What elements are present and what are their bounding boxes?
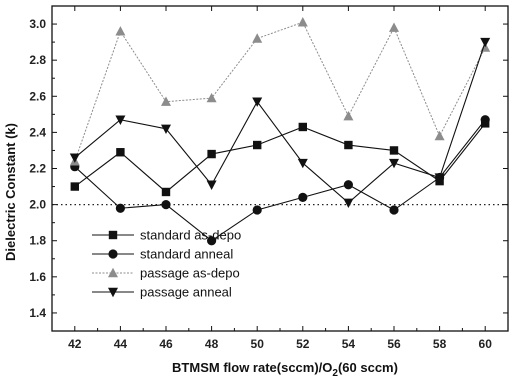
data-point (389, 205, 399, 215)
series-3 (69, 37, 491, 209)
data-point (161, 200, 171, 210)
data-point (115, 26, 126, 36)
legend-label: standard anneal (140, 247, 233, 262)
data-point (298, 192, 308, 202)
x-tick-label: 44 (114, 337, 128, 351)
legend-entry: standard anneal (92, 247, 233, 262)
data-point (389, 158, 399, 169)
data-point (343, 198, 354, 209)
data-point (206, 92, 217, 103)
data-point (252, 33, 263, 43)
x-tick-label: 54 (342, 337, 356, 351)
series-line (74, 123, 486, 193)
y-axis-title: Dielectric Constant (k) (3, 123, 18, 261)
legend-entry: passage anneal (92, 285, 232, 300)
data-point (344, 140, 353, 150)
series-2 (69, 17, 491, 166)
data-point (297, 158, 308, 169)
y-tick-label: 2.8 (29, 53, 46, 67)
y-tick-label: 2.4 (29, 125, 46, 139)
y-tick-label: 1.4 (29, 306, 46, 320)
data-point (389, 146, 399, 155)
y-tick-label: 3.0 (29, 17, 46, 31)
x-tick-label: 58 (433, 337, 447, 351)
series-line (74, 21, 486, 162)
legend-entry: passage as-depo (92, 266, 240, 281)
data-point (434, 130, 445, 141)
data-point (161, 124, 171, 134)
data-point (161, 96, 171, 106)
data-point (70, 182, 79, 191)
legend-label: passage as-depo (140, 266, 240, 281)
x-tick-label: 50 (251, 337, 265, 351)
data-point (116, 148, 125, 157)
series-0 (70, 119, 490, 197)
data-point (389, 22, 399, 32)
data-point (298, 122, 307, 132)
series-1 (70, 115, 490, 246)
data-point (480, 115, 490, 125)
legend-marker (108, 249, 118, 259)
data-point (207, 149, 216, 159)
legend-marker (108, 230, 118, 240)
data-point (206, 180, 217, 190)
y-tick-label: 1.8 (29, 234, 46, 248)
x-tick-label: 46 (159, 337, 173, 351)
data-point (252, 97, 263, 107)
legend-marker (108, 267, 118, 278)
x-axis-title-tail: (60 sccm) (338, 360, 398, 375)
x-tick-label: 48 (205, 337, 219, 351)
x-tick-label: 60 (479, 337, 493, 351)
data-point (115, 203, 125, 213)
x-tick-label: 42 (68, 337, 82, 351)
x-axis-title-subscript: 2 (332, 368, 338, 378)
series-line (74, 41, 486, 204)
series-layer (69, 17, 491, 246)
legend: standard as-depo standard anneal passage a… (92, 228, 241, 300)
data-point (253, 140, 262, 150)
y-tick-label: 2.0 (29, 198, 46, 212)
y-tick-label: 2.2 (29, 162, 46, 176)
x-tick-label: 52 (296, 337, 310, 351)
data-point (161, 187, 171, 197)
data-point (115, 115, 126, 125)
data-point (252, 205, 262, 215)
plot-frame (51, 5, 509, 332)
data-point (343, 110, 354, 121)
data-point (207, 236, 217, 246)
legend-label: passage anneal (140, 285, 232, 300)
series-line (74, 119, 486, 242)
x-tick-label: 56 (387, 337, 401, 351)
data-point (297, 17, 308, 27)
data-point (69, 153, 80, 163)
legend-marker (108, 287, 118, 298)
y-tick-label: 1.6 (29, 270, 46, 284)
data-point (434, 173, 445, 183)
legend-entry: standard as-depo (92, 228, 241, 243)
x-axis-title-main: BTMSM flow rate(sccm)/O (172, 360, 332, 375)
y-tick-label: 2.6 (29, 89, 46, 103)
x-axis-title: BTMSM flow rate(sccm)/O2(60 sccm) (172, 360, 398, 378)
data-point (480, 37, 491, 48)
data-point (343, 180, 353, 190)
ticks-layer: 42 44 46 48 50 52 54 56 58 60 1.4 1.6 1.8 2.0 2.2 2.4 2.… (29, 6, 508, 351)
legend-label: standard as-depo (140, 228, 241, 243)
